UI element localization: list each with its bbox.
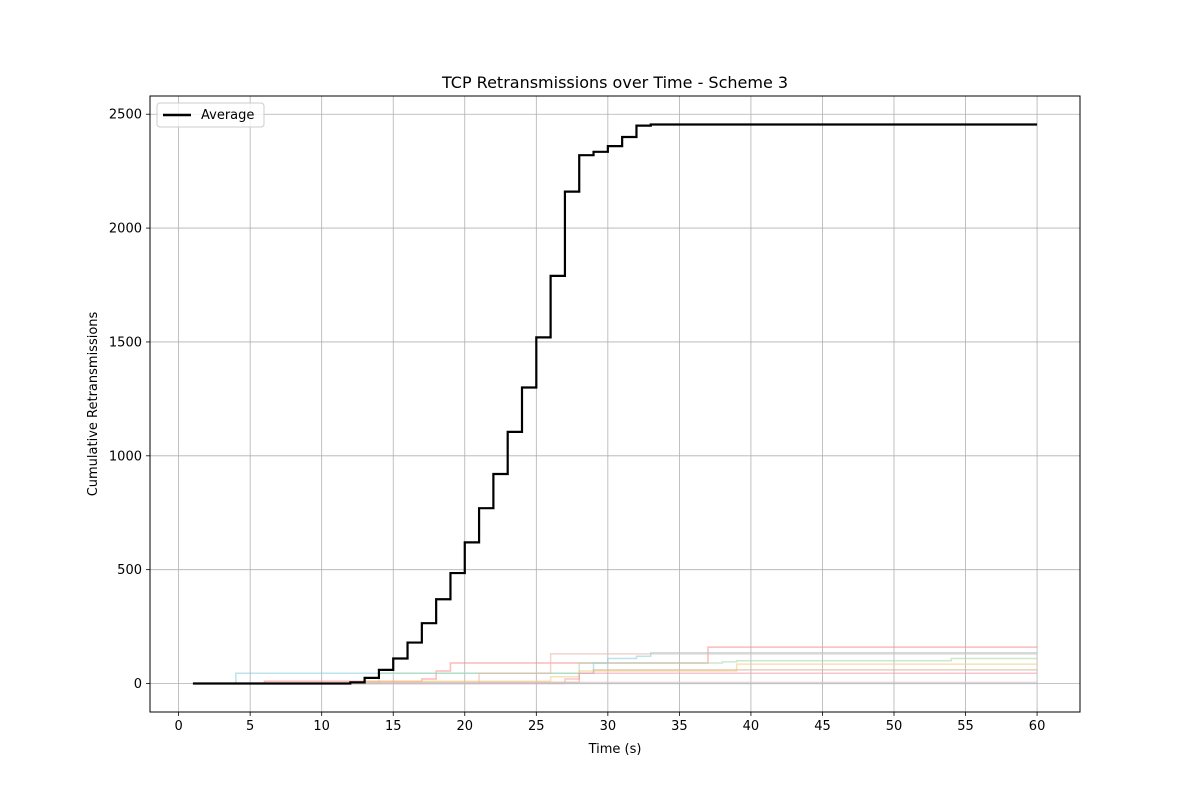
x-tick-label: 30 [600, 719, 617, 734]
axis-ticks: 0 5 10 15 20 25 30 35 40 45 50 55 60 0 500 1000 1500 2000… [109, 108, 1045, 734]
x-tick-label: 60 [1029, 719, 1046, 734]
x-tick-label: 40 [743, 719, 760, 734]
y-tick-label: 2500 [109, 108, 142, 123]
x-tick-label: 0 [174, 719, 182, 734]
y-tick-label: 1500 [109, 335, 142, 350]
x-tick-label: 10 [313, 719, 330, 734]
x-tick-label: 35 [671, 719, 688, 734]
y-tick-label: 0 [134, 677, 142, 692]
x-tick-label: 20 [456, 719, 473, 734]
x-tick-label: 55 [957, 719, 974, 734]
legend: Average [156, 102, 265, 128]
x-axis-label: Time (s) [588, 742, 642, 757]
legend-box [156, 102, 265, 128]
legend-label-average: Average [201, 108, 254, 123]
plot-frame [149, 95, 1081, 713]
chart-title: TCP Retransmissions over Time - Scheme 3 [441, 73, 788, 92]
y-tick-label: 2000 [109, 222, 142, 237]
x-tick-label: 25 [528, 719, 545, 734]
x-tick-label: 45 [814, 719, 831, 734]
series-lines [192, 123, 1038, 685]
x-tick-label: 15 [385, 719, 402, 734]
y-axis-label: Cumulative Retransmissions [86, 311, 101, 496]
x-tick-label: 50 [886, 719, 903, 734]
y-tick-label: 1000 [109, 449, 142, 464]
series-line-average [192, 123, 1038, 685]
x-tick-label: 5 [246, 719, 254, 734]
y-tick-label: 500 [117, 563, 142, 578]
